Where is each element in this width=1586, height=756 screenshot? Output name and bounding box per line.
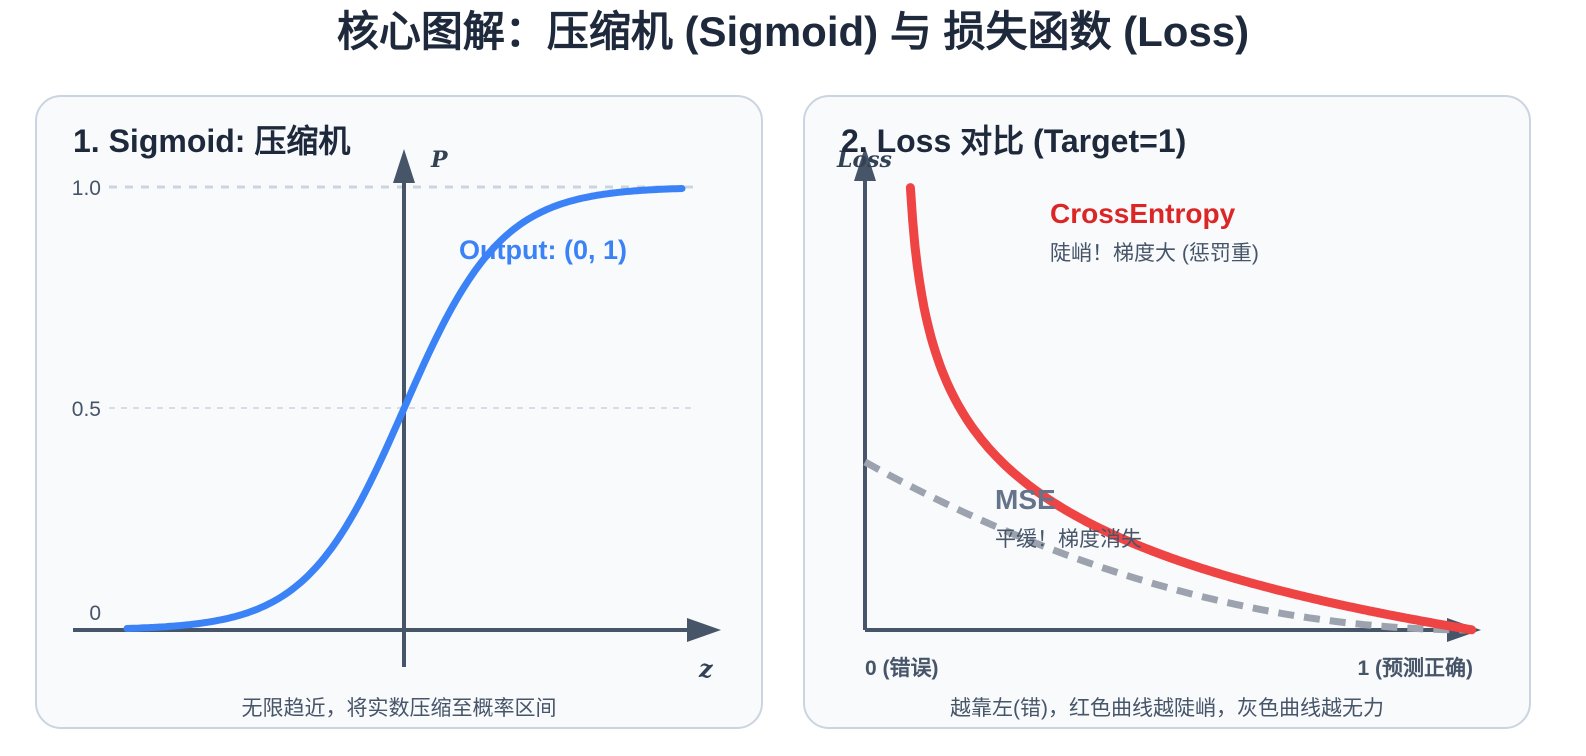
- sigmoid-panel-title: 1. Sigmoid: 压缩机: [73, 123, 351, 159]
- loss-panel: Loss CrossEntropy 陡峭！梯度大 (惩罚重) MSE 平缓！梯度…: [803, 95, 1531, 729]
- curve-label: Output: (0, 1): [459, 235, 627, 265]
- crossentropy-note: 陡峭！梯度大 (惩罚重): [1050, 242, 1259, 265]
- y-axis-label: P: [430, 147, 449, 173]
- loss-caption: 越靠左(错)，红色曲线越陡峭，灰色曲线越无力: [950, 697, 1384, 720]
- y-tick-1: 1.0: [72, 177, 101, 200]
- x-axis-arrow: [687, 618, 721, 642]
- loss-diagram: Loss CrossEntropy 陡峭！梯度大 (惩罚重) MSE 平缓！梯度…: [836, 147, 1481, 680]
- mse-curve: [863, 458, 1473, 634]
- loss-panel-title: 2. Loss 对比 (Target=1): [841, 123, 1187, 159]
- x-left-label: 0 (错误): [865, 657, 939, 680]
- y-tick-0: 0: [89, 602, 101, 625]
- x-right-label: 1 (预测正确): [1358, 656, 1474, 680]
- crossentropy-curve: [905, 183, 1477, 635]
- y-axis-label: Loss: [836, 147, 892, 173]
- y-tick-0-5: 0.5: [72, 398, 101, 421]
- crossentropy-label: CrossEntropy: [1050, 198, 1236, 229]
- sigmoid-diagram: 1.0 0.5 0 P z Output: (0, 1): [72, 147, 721, 683]
- sigmoid-curve: [123, 185, 686, 632]
- sigmoid-caption: 无限趋近，将实数压缩至概率区间: [241, 697, 557, 720]
- y-axis-arrow: [854, 147, 876, 181]
- x-axis-label: z: [698, 654, 714, 683]
- page-title: 核心图解：压缩机 (Sigmoid) 与 损失函数 (Loss): [336, 8, 1250, 55]
- y-axis-arrow: [393, 149, 415, 183]
- sigmoid-panel: 1.0 0.5 0 P z Output: (0, 1) 1. Sigmoid:…: [35, 95, 763, 729]
- mse-label: MSE: [995, 484, 1056, 515]
- mse-note: 平缓！梯度消失: [995, 528, 1142, 551]
